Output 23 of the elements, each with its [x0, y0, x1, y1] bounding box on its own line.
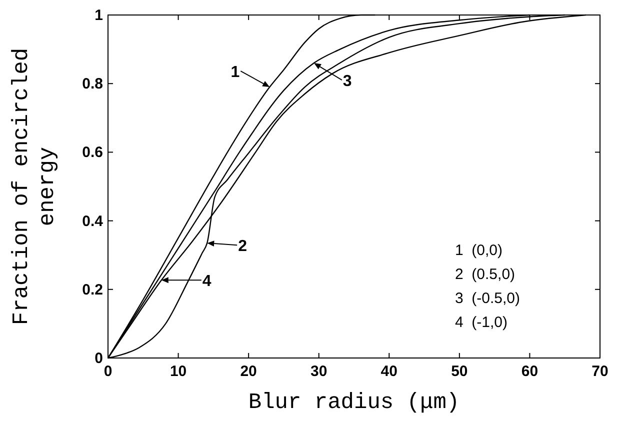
annotation: 3 (-0.5,0)	[455, 290, 520, 307]
y-tick-label: 0.8	[82, 76, 103, 93]
y-tick-label: 0	[94, 350, 103, 367]
x-tick-label: 60	[521, 363, 538, 380]
y-tick-label: 0.6	[82, 144, 103, 162]
annotation: 1	[230, 64, 240, 82]
x-tick-label: 50	[451, 363, 468, 380]
annotation: 3	[342, 73, 352, 90]
x-tick-label: 10	[170, 363, 187, 380]
x-tick-label: 20	[240, 363, 257, 380]
annotation: 4	[202, 273, 212, 290]
annotation: 2 (0.5,0)	[455, 266, 516, 283]
x-tick-label: 70	[592, 363, 608, 380]
x-tick-label: 30	[310, 363, 328, 380]
x-axis-title: Blur radius (μm)	[248, 390, 460, 415]
annotation: 4 (-1,0)	[455, 314, 508, 331]
y-tick-label: 0.2	[82, 281, 103, 298]
annotation: 1 (0,0)	[455, 242, 503, 259]
y-tick-label: 1	[94, 7, 103, 24]
annotation: 2	[238, 238, 248, 256]
y-axis-title: Fraction of encircled energy	[9, 48, 60, 326]
y-tick-label: 0.4	[82, 212, 104, 230]
x-tick-label: 40	[380, 363, 398, 380]
